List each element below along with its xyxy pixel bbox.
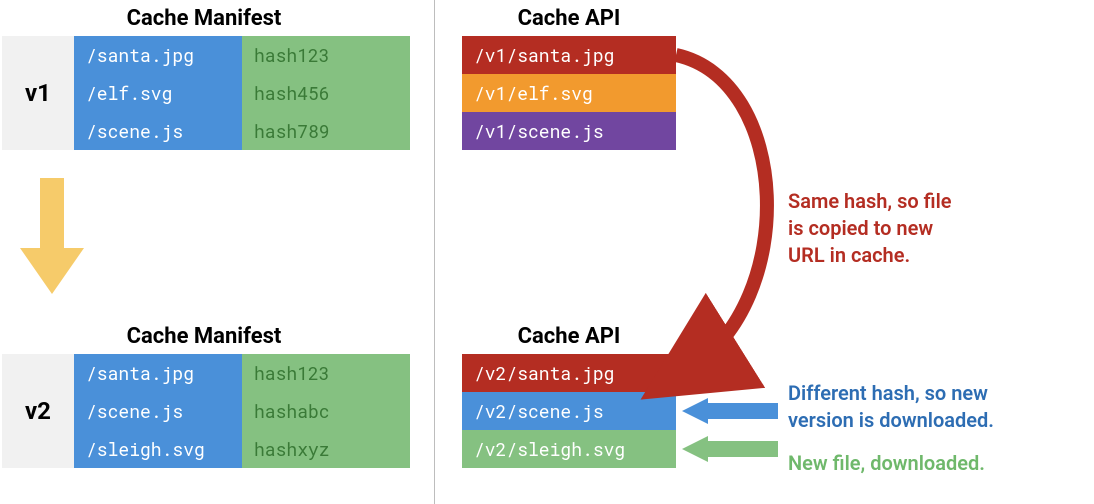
file-cell: /santa.jpg: [74, 36, 242, 74]
files-col-v2: /santa.jpg /scene.js /sleigh.svg: [74, 354, 242, 468]
version-label: v1: [25, 79, 51, 107]
file-cell: /elf.svg: [74, 74, 242, 112]
note-new-file: New file, downloaded.: [788, 450, 985, 477]
cache-api-v2: /v2/santa.jpg /v2/scene.js /v2/sleigh.sv…: [462, 354, 676, 468]
hash-cell: hash456: [242, 74, 410, 112]
api-row: /v2/scene.js: [462, 392, 676, 430]
heading-api-2: Cache API: [462, 324, 676, 349]
heading-api-1: Cache API: [462, 6, 676, 31]
hash-col-v2: hash123 hashabc hashxyz: [242, 354, 410, 468]
version-label: v2: [25, 397, 51, 425]
hash-cell: hash789: [242, 112, 410, 150]
file-cell: /scene.js: [74, 392, 242, 430]
file-cell: /santa.jpg: [74, 354, 242, 392]
hash-cell: hash123: [242, 354, 410, 392]
hash-cell: hashabc: [242, 392, 410, 430]
cache-api-v1: /v1/santa.jpg /v1/elf.svg /v1/scene.js: [462, 36, 676, 150]
manifest-v1: v1 /santa.jpg /elf.svg /scene.js hash123…: [2, 36, 410, 150]
api-row: /v2/sleigh.svg: [462, 430, 676, 468]
heading-manifest-1: Cache Manifest: [0, 6, 408, 31]
files-col-v1: /santa.jpg /elf.svg /scene.js: [74, 36, 242, 150]
vertical-divider: [434, 0, 435, 504]
file-cell: /sleigh.svg: [74, 430, 242, 468]
api-row: /v1/santa.jpg: [462, 36, 676, 74]
version-cell-v2: v2: [2, 354, 74, 468]
down-arrow-icon: [20, 178, 84, 298]
hash-cell: hashxyz: [242, 430, 410, 468]
version-cell-v1: v1: [2, 36, 74, 150]
manifest-v2: v2 /santa.jpg /scene.js /sleigh.svg hash…: [2, 354, 410, 468]
api-row: /v1/scene.js: [462, 112, 676, 150]
file-cell: /scene.js: [74, 112, 242, 150]
heading-manifest-2: Cache Manifest: [0, 324, 408, 349]
hash-col-v1: hash123 hash456 hash789: [242, 36, 410, 150]
note-same-hash: Same hash, so file is copied to new URL …: [788, 188, 952, 269]
api-row: /v2/santa.jpg: [462, 354, 676, 392]
note-diff-hash: Different hash, so new version is downlo…: [788, 380, 994, 434]
api-row: /v1/elf.svg: [462, 74, 676, 112]
hash-cell: hash123: [242, 36, 410, 74]
